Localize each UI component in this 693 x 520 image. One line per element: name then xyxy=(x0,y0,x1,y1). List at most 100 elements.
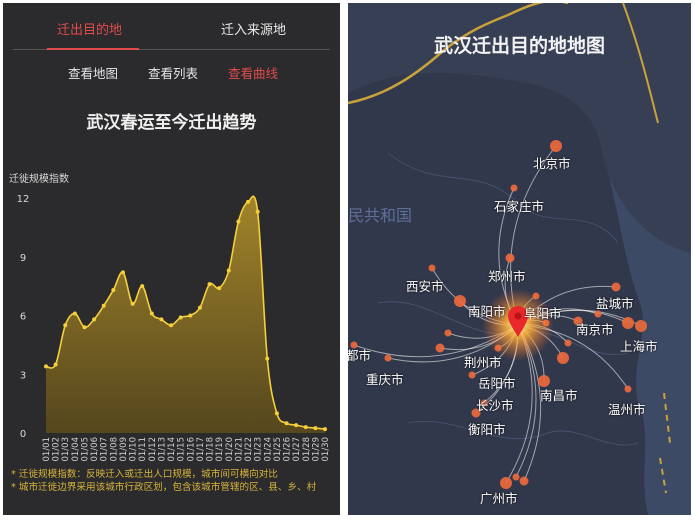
map-watermark: 民共和国 xyxy=(348,206,413,225)
land-region xyxy=(348,73,648,515)
data-point[interactable] xyxy=(149,311,154,316)
map-canvas[interactable] xyxy=(348,3,691,515)
destination-dot[interactable] xyxy=(384,354,392,362)
city-label-chongqing[interactable]: 重庆市 xyxy=(366,372,404,387)
city-label-chengdu-partial[interactable]: 都市 xyxy=(348,348,372,363)
x-tick-label: 01/29 xyxy=(311,437,321,462)
data-point[interactable] xyxy=(197,305,202,310)
data-point[interactable] xyxy=(188,313,193,318)
data-point[interactable] xyxy=(323,427,327,432)
view-map-button[interactable]: 查看地图 xyxy=(68,66,119,81)
destination-dot[interactable] xyxy=(454,295,466,307)
destination-dot[interactable] xyxy=(624,385,632,393)
footnotes: * 迁徙规模指数：反映迁入或迁出人口规模，城市间可横向对比 * 城市迁徙边界采用… xyxy=(11,469,336,494)
data-point[interactable] xyxy=(236,219,241,224)
x-tick-label: 01/14 xyxy=(167,437,177,462)
border-line xyxy=(659,392,671,494)
destination-dot[interactable] xyxy=(550,140,562,152)
view-switcher: 查看地图 查看列表 查看曲线 xyxy=(3,63,340,83)
destination-dot[interactable] xyxy=(500,477,512,489)
data-point[interactable] xyxy=(130,301,135,306)
destination-dot[interactable] xyxy=(538,375,550,387)
destination-dot[interactable] xyxy=(468,371,476,379)
city-label-beijing[interactable]: 北京市 xyxy=(533,156,571,171)
data-point[interactable] xyxy=(101,303,106,308)
data-point[interactable] xyxy=(226,268,231,273)
footnote-boundary: * 城市迁徙边界采用该城市行政区划，包含该城市管辖的区、县、乡、村 xyxy=(11,481,317,493)
data-point[interactable] xyxy=(63,323,68,328)
destination-dot[interactable] xyxy=(435,343,445,353)
destination-dot[interactable] xyxy=(480,399,488,407)
data-point[interactable] xyxy=(217,286,222,291)
city-label-nanjing[interactable]: 南京市 xyxy=(576,322,614,337)
destination-dot[interactable] xyxy=(471,408,481,418)
city-label-guangzhou[interactable]: 广州市 xyxy=(480,491,518,506)
data-point[interactable] xyxy=(294,423,299,428)
destination-dot[interactable] xyxy=(519,476,529,486)
x-tick-label: 01/23 xyxy=(254,437,264,462)
data-point[interactable] xyxy=(265,356,270,361)
city-label-nanyang[interactable]: 南阳市 xyxy=(468,304,506,319)
destination-dot[interactable] xyxy=(573,316,583,326)
data-point[interactable] xyxy=(53,362,58,367)
data-point[interactable] xyxy=(274,411,279,416)
destination-dot[interactable] xyxy=(564,339,572,347)
x-tick-label: 01/26 xyxy=(283,437,293,462)
city-label-wenzhou[interactable]: 温州市 xyxy=(608,402,646,417)
x-tick-label: 01/12 xyxy=(148,437,158,462)
destination-dot[interactable] xyxy=(350,341,358,349)
destination-dot[interactable] xyxy=(428,264,436,272)
destination-dot[interactable] xyxy=(444,329,452,337)
x-tick-label: 01/10 xyxy=(129,437,139,462)
x-tick-label: 01/07 xyxy=(100,437,110,462)
data-point[interactable] xyxy=(72,311,77,316)
destination-dot[interactable] xyxy=(557,352,569,364)
city-label-yueyang[interactable]: 岳阳市 xyxy=(478,376,516,391)
data-point[interactable] xyxy=(178,315,183,320)
x-tick-label: 01/09 xyxy=(119,437,129,462)
x-tick-label: 01/30 xyxy=(321,437,331,462)
data-point[interactable] xyxy=(111,288,116,293)
data-point[interactable] xyxy=(159,317,164,322)
city-label-hengyang[interactable]: 衡阳市 xyxy=(468,422,506,437)
tab-inbound-sources[interactable]: 迁入来源地 xyxy=(221,23,287,38)
x-tick-label: 01/17 xyxy=(196,437,206,462)
data-point[interactable] xyxy=(313,426,318,431)
data-point[interactable] xyxy=(284,421,289,426)
tab-outbound-destinations[interactable]: 迁出目的地 xyxy=(57,23,123,38)
city-label-fuyang[interactable]: 阜阳市 xyxy=(524,306,562,321)
view-list-button[interactable]: 查看列表 xyxy=(148,66,199,81)
data-point[interactable] xyxy=(140,284,145,289)
destination-dot[interactable] xyxy=(505,253,515,263)
data-point[interactable] xyxy=(207,282,212,287)
city-label-nanchang[interactable]: 南昌市 xyxy=(540,388,578,403)
data-point[interactable] xyxy=(44,364,48,369)
city-label-shanghai[interactable]: 上海市 xyxy=(620,339,658,354)
destination-dot[interactable] xyxy=(512,473,520,481)
city-label-yancheng[interactable]: 盐城市 xyxy=(596,296,634,311)
destination-dot[interactable] xyxy=(510,184,518,192)
data-point[interactable] xyxy=(169,323,174,328)
city-label-changsha[interactable]: 长沙市 xyxy=(476,398,514,413)
destination-dot[interactable] xyxy=(594,310,602,318)
data-point[interactable] xyxy=(82,325,87,330)
city-label-jingzhou[interactable]: 荆州市 xyxy=(464,355,502,370)
city-label-zhengzhou[interactable]: 郑州市 xyxy=(488,269,526,284)
view-curve-button[interactable]: 查看曲线 xyxy=(228,66,279,81)
data-point[interactable] xyxy=(120,270,125,275)
city-label-shijiazhuang[interactable]: 石家庄市 xyxy=(494,199,545,214)
x-tick-label: 01/02 xyxy=(52,437,62,462)
data-point[interactable] xyxy=(303,425,308,430)
y-tick-label: 0 xyxy=(20,429,26,440)
x-tick-label: 01/05 xyxy=(80,437,90,462)
data-point[interactable] xyxy=(255,209,260,214)
city-label-xian[interactable]: 西安市 xyxy=(406,279,444,294)
destination-dot[interactable] xyxy=(622,317,634,329)
map-title: 武汉迁出目的地地图 xyxy=(433,35,605,57)
destination-dot[interactable] xyxy=(611,282,621,292)
y-tick-label: 6 xyxy=(20,312,26,323)
destination-dot[interactable] xyxy=(635,320,647,332)
data-point[interactable] xyxy=(92,317,97,322)
data-point[interactable] xyxy=(246,199,251,204)
area-fill xyxy=(46,196,325,433)
